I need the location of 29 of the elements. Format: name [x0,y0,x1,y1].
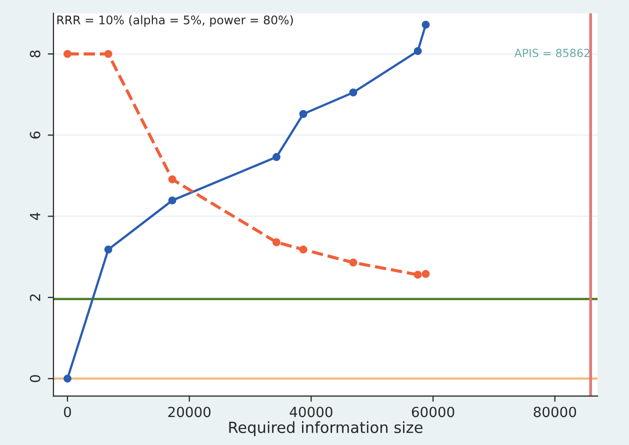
point [299,246,308,254]
annotation: RRR = 10% (alpha = 5%, power = 80%) [57,15,293,27]
x-tick-label: 60000 [412,406,454,418]
y-tick-label: 2 [30,294,40,301]
point [414,47,422,56]
y-tick-label: 0 [30,375,40,382]
y-tick-label: 6 [30,132,40,139]
point [104,246,112,254]
point [272,238,280,246]
y-tick-label: 8 [30,50,40,58]
ref-line-label: APIS = 85862 [514,48,590,58]
point [422,20,430,29]
point [422,270,430,278]
point [63,50,72,58]
point [63,374,72,383]
point [299,110,308,118]
x-tick-label: 40000 [290,406,332,418]
point [104,50,112,58]
x-tick-label: 0 [64,406,71,418]
point [168,175,176,184]
point [272,153,280,162]
point [349,258,358,267]
x-tick-label: 80000 [534,406,576,418]
point [168,196,176,204]
y-tick-label: 4 [30,212,40,220]
x-tick-label: 20000 [168,406,211,418]
x-axis-title: Required information size [229,421,422,436]
point [349,88,358,96]
point [414,270,422,279]
